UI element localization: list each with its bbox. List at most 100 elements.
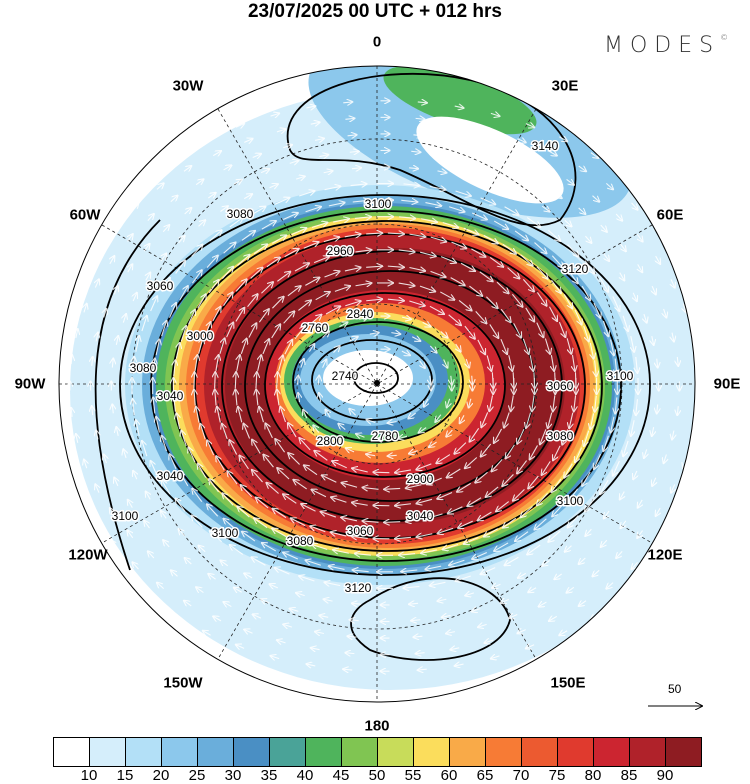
wind-vector <box>674 248 679 256</box>
colorbar-swatch <box>90 738 126 766</box>
colorbar <box>53 737 702 767</box>
reference-vector-label: 50 <box>668 682 681 696</box>
contour-label: 3100 <box>212 526 239 540</box>
longitude-label-90e: 90E <box>714 376 741 393</box>
pole-marker <box>374 380 380 386</box>
wind-vector <box>384 522 400 523</box>
contour-label: 3080 <box>287 534 314 548</box>
wind-vector <box>35 322 37 331</box>
contour-label: 2960 <box>327 244 354 258</box>
wind-vector <box>534 372 535 388</box>
longitude-label-60e: 60E <box>657 207 684 224</box>
wind-vector <box>215 372 216 388</box>
contour-label: 3100 <box>557 494 584 508</box>
wind-vector <box>194 372 195 388</box>
wind-vector <box>388 455 397 456</box>
wind-vector <box>57 266 61 274</box>
contour-label: 3040 <box>157 389 184 403</box>
colorbar-swatch <box>306 738 342 766</box>
contour-label: 3140 <box>532 139 559 153</box>
contour-label: 3060 <box>147 279 174 293</box>
wind-vector <box>64 465 67 474</box>
colorbar-swatch <box>666 738 701 766</box>
colorbar-swatch <box>486 738 522 766</box>
wind-vector <box>45 470 48 479</box>
colorbar-tick-label: 50 <box>369 767 386 784</box>
longitude-label-180: 180 <box>364 718 389 735</box>
wind-vector <box>45 294 48 303</box>
colorbar-swatch <box>198 738 234 766</box>
wind-vector <box>709 498 713 506</box>
wind-vector <box>692 329 694 338</box>
colorbar-swatch <box>450 738 486 766</box>
colorbar-tick-label: 40 <box>297 767 314 784</box>
wind-vector <box>713 326 715 335</box>
wind-vector <box>51 410 52 419</box>
wind-vector <box>57 498 61 506</box>
contour-label: 2740 <box>332 369 359 383</box>
colorbar-tick-label: 45 <box>333 767 350 784</box>
wind-vector <box>74 525 79 533</box>
wind-vector <box>30 352 31 361</box>
wind-vector <box>698 408 699 417</box>
wind-vector <box>74 240 79 248</box>
contour-label: 2780 <box>372 429 399 443</box>
longitude-label-120e: 120E <box>647 547 682 564</box>
wind-vector <box>690 491 694 499</box>
longitude-label-30e: 30E <box>552 78 579 95</box>
colorbar-swatch <box>522 738 558 766</box>
longitude-label-120w: 120W <box>68 547 107 564</box>
wind-vector <box>690 273 694 281</box>
wind-vector <box>739 411 740 420</box>
colorbar-tick-label: 10 <box>81 767 98 784</box>
colorbar-tick-label: 30 <box>225 767 242 784</box>
wind-vector <box>718 353 719 362</box>
contour-label: 3040 <box>407 509 434 523</box>
wind-vector <box>718 410 719 419</box>
wind-vector <box>620 595 627 601</box>
longitude-label-90w: 90W <box>15 376 46 393</box>
contour-label: 2900 <box>407 472 434 486</box>
contour-label: 3000 <box>187 329 214 343</box>
wind-vector <box>703 465 706 474</box>
wind-vector <box>620 171 627 177</box>
wind-vector <box>709 266 713 274</box>
wind-vector <box>733 441 735 450</box>
colorbar-tick-label: 70 <box>513 767 530 784</box>
contour-label: 2800 <box>317 434 344 448</box>
wind-vector <box>64 299 67 308</box>
colorbar-swatch <box>378 738 414 766</box>
colorbar-swatch <box>414 738 450 766</box>
colorbar-swatch <box>126 738 162 766</box>
longitude-label-0: 0 <box>373 34 381 51</box>
colorbar-tick-label: 60 <box>441 767 458 784</box>
wind-vector <box>691 525 696 533</box>
longitude-label-150e: 150E <box>550 675 585 692</box>
longitude-label-150w: 150W <box>163 675 202 692</box>
wind-vector <box>723 470 726 479</box>
wind-vector <box>35 441 37 450</box>
wind-vector <box>30 411 31 420</box>
wind-vector <box>56 326 58 335</box>
colorbar-tick-label: 85 <box>621 767 638 784</box>
colorbar-tick-label: 55 <box>405 767 422 784</box>
wind-vector <box>373 472 389 473</box>
wind-vector <box>298 376 299 385</box>
contour-label: 3120 <box>345 581 372 595</box>
colorbar-swatch <box>342 738 378 766</box>
contour-label: 3100 <box>365 197 392 211</box>
colorbar-swatch <box>558 738 594 766</box>
colorbar-swatch <box>594 738 630 766</box>
contour-label: 3080 <box>227 207 254 221</box>
wind-vector <box>647 192 653 199</box>
colorbar-tick-label: 65 <box>477 767 494 784</box>
colorbar-tick-label: 35 <box>261 767 278 784</box>
wind-vector <box>575 372 576 388</box>
wind-vector <box>703 299 706 308</box>
contour-label: 2760 <box>302 321 329 335</box>
colorbar-tick-label: 80 <box>585 767 602 784</box>
wind-vector <box>56 437 58 446</box>
colorbar-swatch <box>234 738 270 766</box>
wind-vector <box>698 355 699 364</box>
wind-vector <box>739 352 740 361</box>
